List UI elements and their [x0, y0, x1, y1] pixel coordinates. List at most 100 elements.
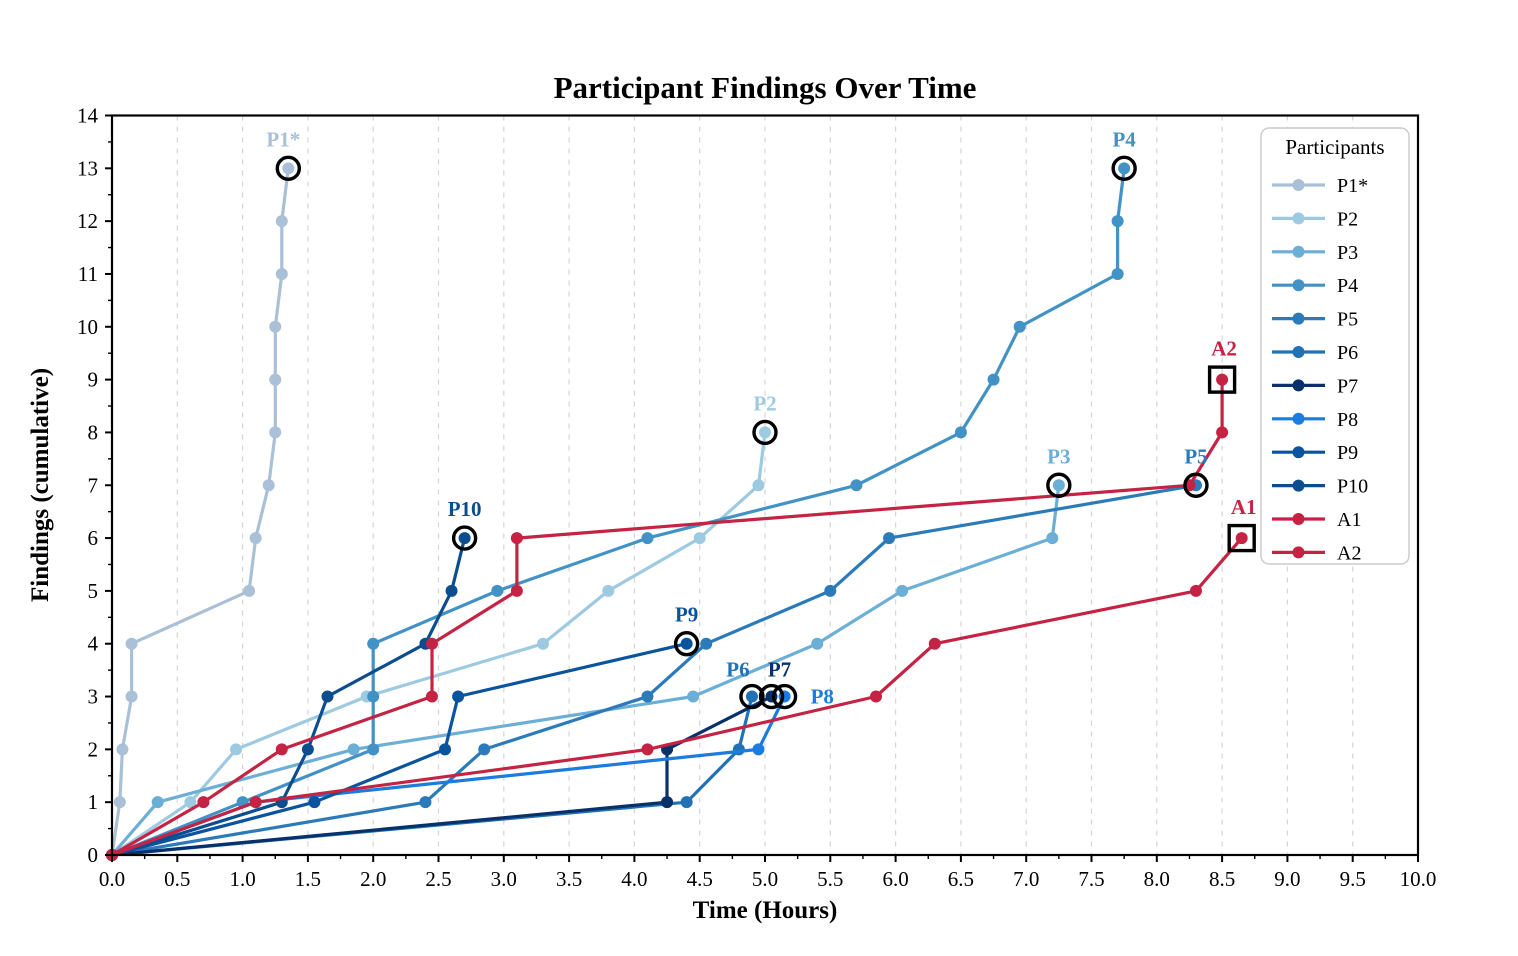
x-axis-label: Time (Hours) [693, 897, 838, 924]
series-P5-line [110, 483, 1198, 857]
annotation-P9: P9 [675, 603, 698, 627]
x-tick-label: 4.0 [621, 867, 647, 891]
legend-marker [1292, 546, 1305, 559]
x-tick-label: 8.5 [1209, 867, 1235, 891]
series-A1-point [1189, 584, 1202, 597]
series-P9-point [680, 637, 693, 650]
annotation-P5: P5 [1184, 444, 1207, 468]
x-tick-label: 10.0 [1400, 867, 1437, 891]
legend-marker [1292, 312, 1305, 325]
series-P1*-point [269, 426, 282, 439]
series-P3-line [110, 483, 1061, 857]
x-tick-label: 3.5 [556, 867, 582, 891]
series-P4-point [367, 690, 380, 703]
series-P2-point [602, 584, 615, 597]
series-P2-point [184, 796, 197, 809]
x-tick-label: 6.0 [882, 867, 908, 891]
series-P1*-point [262, 479, 275, 492]
series-P1*-point [269, 320, 282, 333]
y-axis-label: Findings (cumulative) [27, 368, 54, 602]
legend-marker [1292, 212, 1305, 225]
series-P6-point [680, 796, 693, 809]
series-P4-line [110, 166, 1126, 857]
series-P1*-point [275, 267, 288, 280]
legend-box [1260, 127, 1410, 565]
annotation-A2: A2 [1211, 337, 1237, 361]
legend-entry-P4: P4 [1272, 275, 1358, 297]
series-P4-point [954, 426, 967, 439]
series-P3-point [1046, 532, 1059, 545]
legend-marker [1292, 346, 1305, 358]
end-marker-circle-P5 [1183, 472, 1209, 498]
legend-entry-P2: P2 [1272, 208, 1358, 230]
x-tick-label: 3.0 [491, 867, 517, 891]
y-tick-label: 11 [78, 262, 98, 286]
x-tick-label: 0.0 [99, 867, 125, 891]
series-P3-point [151, 796, 164, 809]
legend-entry-A1: A1 [1272, 509, 1361, 531]
legend-entry-P3: P3 [1272, 242, 1358, 264]
series-A2-point [510, 584, 523, 597]
x-tick-label: 9.0 [1274, 867, 1300, 891]
legend-entry-label: P2 [1337, 208, 1358, 230]
series-P2-point [230, 743, 243, 756]
end-marker-circle-P4 [1111, 155, 1137, 182]
end-marker-circle-P10 [451, 525, 478, 551]
legend-entry-label: P4 [1337, 275, 1358, 297]
end-marker-circle-P3 [1046, 472, 1072, 498]
legend: Participants P1* P2 P3 P4 P5 P6 P7 P8 P9 P10 A1 A2 [1260, 127, 1410, 565]
y-tick-label: 7 [88, 473, 99, 497]
series-P4-point [367, 637, 380, 650]
legend-entry-P5: P5 [1272, 309, 1358, 331]
series-P1*-point [125, 637, 138, 650]
x-tick-label: 6.5 [948, 867, 974, 891]
y-tick-label: 9 [88, 368, 99, 392]
x-tick-label: 1.5 [295, 867, 321, 891]
legend-entry-P8: P8 [1272, 409, 1358, 431]
end-marker-circle-P2 [752, 419, 778, 446]
series-P4-point [1118, 162, 1131, 175]
legend-entry-label: P7 [1337, 375, 1358, 397]
legend-entry-label: A2 [1337, 542, 1361, 564]
end-marker-circle-P8 [771, 683, 798, 710]
series-P1*-point [282, 162, 295, 175]
series-P6-point [732, 743, 745, 756]
legend-title: Participants [1285, 135, 1384, 159]
x-tick-label: 7.5 [1078, 867, 1104, 891]
series-P9-point [439, 743, 452, 756]
series-P1*-line [110, 166, 290, 857]
series-P9-point [452, 690, 465, 703]
x-tick-label: 0.5 [164, 867, 190, 891]
y-tick-label: 4 [88, 632, 99, 656]
series-P2-point [536, 637, 549, 650]
series-P2-point [752, 479, 765, 492]
series-A1-point [641, 743, 654, 756]
series-P1* [106, 162, 295, 861]
annotation-P2: P2 [753, 391, 776, 415]
legend-entry-P10: P10 [1272, 476, 1368, 498]
legend-marker [1292, 245, 1305, 258]
series-P4-point [850, 479, 863, 492]
y-tick-label: 3 [88, 685, 99, 709]
series-P7-point [661, 796, 674, 809]
y-tick-label: 8 [88, 420, 99, 444]
y-tick-label: 2 [88, 737, 99, 761]
series-A2-point [425, 690, 438, 703]
series-P9-point [308, 796, 321, 809]
legend-entry-label: P3 [1337, 242, 1358, 264]
series-P1*-point [249, 532, 262, 545]
legend-entry-label: P10 [1337, 476, 1368, 498]
series-P4-point [987, 373, 1000, 386]
series-A2-point [1216, 426, 1229, 439]
series-P6-point [745, 690, 758, 703]
end-marker-square-A1 [1227, 523, 1256, 553]
series-P7-line [110, 694, 774, 857]
series-P10-point [321, 690, 334, 703]
y-tick-label: 6 [88, 526, 99, 550]
legend-marker [1292, 179, 1305, 191]
series-P4 [106, 162, 1131, 861]
y-tick-label: 14 [77, 104, 99, 128]
series-P10-point [458, 532, 471, 545]
series-A1-point [249, 796, 262, 809]
